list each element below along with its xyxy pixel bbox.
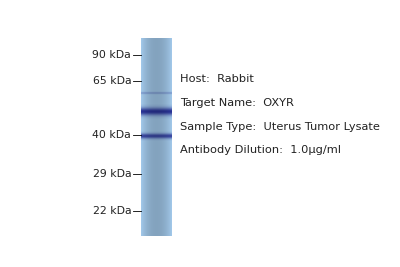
Text: 22 kDa: 22 kDa	[92, 206, 131, 216]
Text: 29 kDa: 29 kDa	[92, 169, 131, 179]
Text: 40 kDa: 40 kDa	[92, 130, 131, 140]
Text: 65 kDa: 65 kDa	[92, 76, 131, 87]
Text: 90 kDa: 90 kDa	[92, 50, 131, 60]
Text: Target Name:  OXYR: Target Name: OXYR	[180, 98, 294, 108]
Text: Host:  Rabbit: Host: Rabbit	[180, 74, 254, 84]
Text: Antibody Dilution:  1.0µg/ml: Antibody Dilution: 1.0µg/ml	[180, 145, 341, 155]
Text: Sample Type:  Uterus Tumor Lysate: Sample Type: Uterus Tumor Lysate	[180, 121, 380, 132]
